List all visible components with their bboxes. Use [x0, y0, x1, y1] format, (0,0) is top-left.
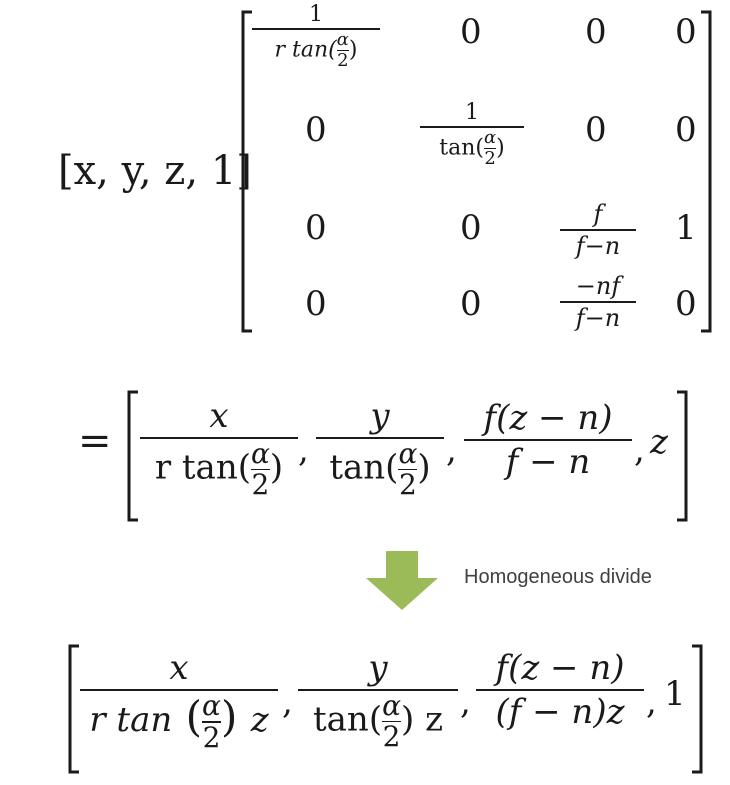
- m11-bar: [420, 126, 524, 128]
- final-comma-2: ,: [460, 682, 471, 722]
- final-left-bracket: [68, 644, 79, 774]
- result-term-2-num: y: [370, 396, 390, 436]
- down-arrow-icon: [366, 551, 438, 610]
- m32-fraction: −nf f−n: [560, 272, 636, 332]
- m23: 1: [675, 208, 697, 248]
- result-term-1-bar: [140, 437, 298, 439]
- final-term-1-den: r tan (α 2) z: [89, 689, 269, 754]
- m00-num: 1: [309, 2, 323, 27]
- m31: 0: [460, 284, 482, 324]
- matrix-left-bracket: [241, 10, 252, 333]
- equals-sign: =: [78, 418, 112, 464]
- m02: 0: [585, 12, 607, 52]
- result-term-1-den: r tan(α 2): [154, 437, 284, 502]
- m21: 0: [460, 208, 482, 248]
- result-term-3-num: f(z − n): [483, 398, 613, 438]
- m00-fraction: 1 r tan(α 2): [252, 2, 380, 70]
- result-term-1: x r tan(α 2): [140, 396, 298, 499]
- result-term-2: y tan(α 2): [316, 396, 444, 499]
- m30: 0: [305, 284, 327, 324]
- m32-den: f−n: [575, 303, 621, 332]
- m22-bar: [560, 229, 636, 231]
- m22-fraction: f f−n: [560, 200, 636, 260]
- result-term-1-num: x: [209, 396, 229, 436]
- final-term-3-den: (f − n)z: [495, 692, 625, 732]
- final-term-3-bar: [476, 689, 644, 691]
- m12: 0: [585, 110, 607, 150]
- final-term-2-bar: [298, 689, 458, 691]
- m00-den: r tan(α 2): [274, 28, 358, 71]
- m32-bar: [560, 301, 636, 303]
- final-term-1: x r tan (α 2) z: [80, 648, 278, 752]
- final-term-3-num: f(z − n): [495, 648, 625, 688]
- final-term-1-bar: [80, 689, 278, 691]
- final-comma-1: ,: [282, 682, 293, 722]
- matrix-right-bracket: [701, 10, 712, 333]
- m00-bar: [252, 28, 380, 30]
- m33: 0: [675, 284, 697, 324]
- final-term-4: 1: [664, 674, 686, 714]
- result-comma-1: ,: [298, 430, 309, 470]
- final-term-2-num: y: [368, 648, 388, 688]
- result-term-2-den: tan(α 2): [329, 437, 431, 502]
- final-right-bracket: [692, 644, 703, 774]
- row-vector: [x, y, z, 1]: [58, 148, 252, 194]
- m22-den: f−n: [575, 231, 621, 260]
- m32-num: −nf: [575, 272, 621, 300]
- m20: 0: [305, 208, 327, 248]
- result-term-3: f(z − n) f − n: [464, 398, 632, 482]
- m03: 0: [675, 12, 697, 52]
- final-term-1-num: x: [169, 648, 189, 688]
- final-term-3: f(z − n) (f − n)z: [476, 648, 644, 732]
- result-term-4: z: [650, 422, 668, 462]
- result-left-bracket: [127, 390, 138, 522]
- final-term-2: y tan(α 2) z: [298, 648, 458, 751]
- result-term-2-bar: [316, 437, 444, 439]
- m01: 0: [460, 12, 482, 52]
- result-comma-3: ,: [634, 430, 645, 470]
- final-term-2-den: tan(α 2) z: [312, 689, 444, 754]
- result-comma-2: ,: [446, 430, 457, 470]
- m11-num: 1: [465, 100, 479, 125]
- final-comma-3: ,: [646, 682, 657, 722]
- m22-num: f: [593, 200, 603, 228]
- result-right-bracket: [677, 390, 688, 522]
- homogeneous-divide-label: Homogeneous divide: [464, 566, 652, 588]
- result-term-3-den: f − n: [505, 442, 591, 482]
- m11-fraction: 1 tan(α 2): [420, 100, 524, 168]
- m13: 0: [675, 110, 697, 150]
- result-term-3-bar: [464, 439, 632, 441]
- m11-den: tan(α 2): [439, 126, 505, 169]
- m10: 0: [305, 110, 327, 150]
